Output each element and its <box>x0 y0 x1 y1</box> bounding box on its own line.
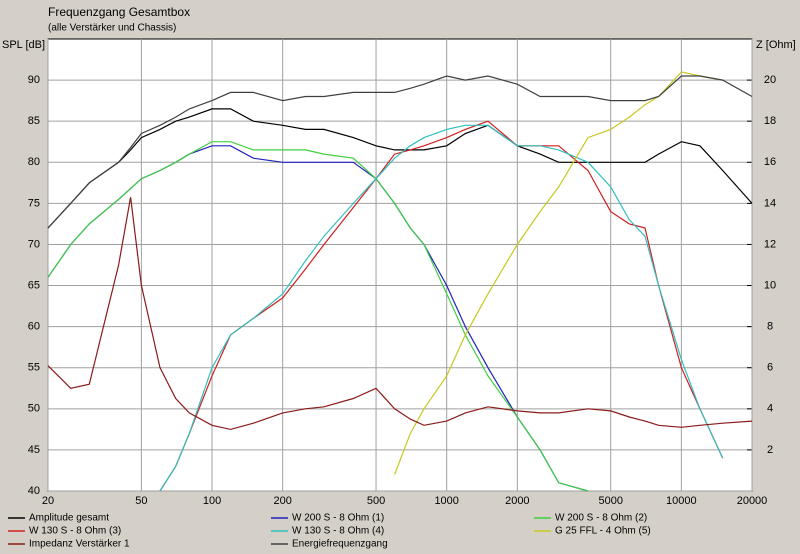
x-tick-label: 1000 <box>434 495 458 507</box>
y2-tick-label: 8 <box>767 321 773 333</box>
y2-tick-label: 10 <box>764 279 776 291</box>
y2-tick-label: 16 <box>764 156 776 168</box>
series-line <box>159 124 724 492</box>
x-tick-label: 100 <box>203 495 221 507</box>
chart-title: Frequenzgang Gesamtbox <box>48 5 190 19</box>
y2-tick-label: 20 <box>764 74 776 86</box>
x-tick-label: 500 <box>367 495 385 507</box>
series-line <box>47 108 753 229</box>
x-tick-label: 20 <box>42 495 54 507</box>
y-tick-label: 50 <box>28 403 40 415</box>
y2-tick-label: 2 <box>767 444 773 456</box>
y-tick-label: 45 <box>28 444 40 456</box>
y-axis-label: SPL [dB] <box>2 39 45 51</box>
series-line <box>47 75 753 229</box>
y2-tick-label: 12 <box>764 238 776 250</box>
plot-area <box>47 38 753 492</box>
x-tick-label: 2000 <box>505 495 529 507</box>
legend-label: W 130 S - 8 Ohm (3) <box>29 526 121 537</box>
x-tick-label: 200 <box>273 495 291 507</box>
y-tick-label: 40 <box>28 485 40 497</box>
y-tick-label: 65 <box>28 279 40 291</box>
y-tick-label: 85 <box>28 115 40 127</box>
legend-label: W 200 S - 8 Ohm (2) <box>555 513 647 524</box>
y-tick-label: 70 <box>28 238 40 250</box>
legend-label: W 130 S - 8 Ohm (4) <box>292 526 384 537</box>
y-tick-label: 90 <box>28 74 40 86</box>
legend-label: G 25 FFL - 4 Ohm (5) <box>555 526 651 537</box>
y-tick-label: 60 <box>28 321 40 333</box>
chart-subtitle: (alle Verstärker und Chassis) <box>48 23 176 34</box>
legend-label: Amplitude gesamt <box>29 513 109 524</box>
series-line <box>47 197 753 431</box>
y2-tick-label: 4 <box>767 403 773 415</box>
series-line <box>394 71 723 475</box>
legend-label: W 200 S - 8 Ohm (1) <box>292 513 384 524</box>
legend-label: Energiefrequenzgang <box>292 539 388 550</box>
y-tick-label: 55 <box>28 362 40 374</box>
series-line <box>47 141 589 492</box>
x-tick-label: 20000 <box>737 495 768 507</box>
y-tick-label: 75 <box>28 197 40 209</box>
legend-label: Impedanz Verstärker 1 <box>29 539 130 550</box>
y2-tick-label: 18 <box>764 115 776 127</box>
y2-tick-label: 6 <box>767 362 773 374</box>
x-tick-label: 5000 <box>598 495 622 507</box>
y2-tick-label: 14 <box>764 197 776 209</box>
x-tick-label: 50 <box>135 495 147 507</box>
x-tick-label: 10000 <box>666 495 697 507</box>
y2-axis-label: Z [Ohm] <box>756 39 796 51</box>
y-tick-label: 80 <box>28 156 40 168</box>
